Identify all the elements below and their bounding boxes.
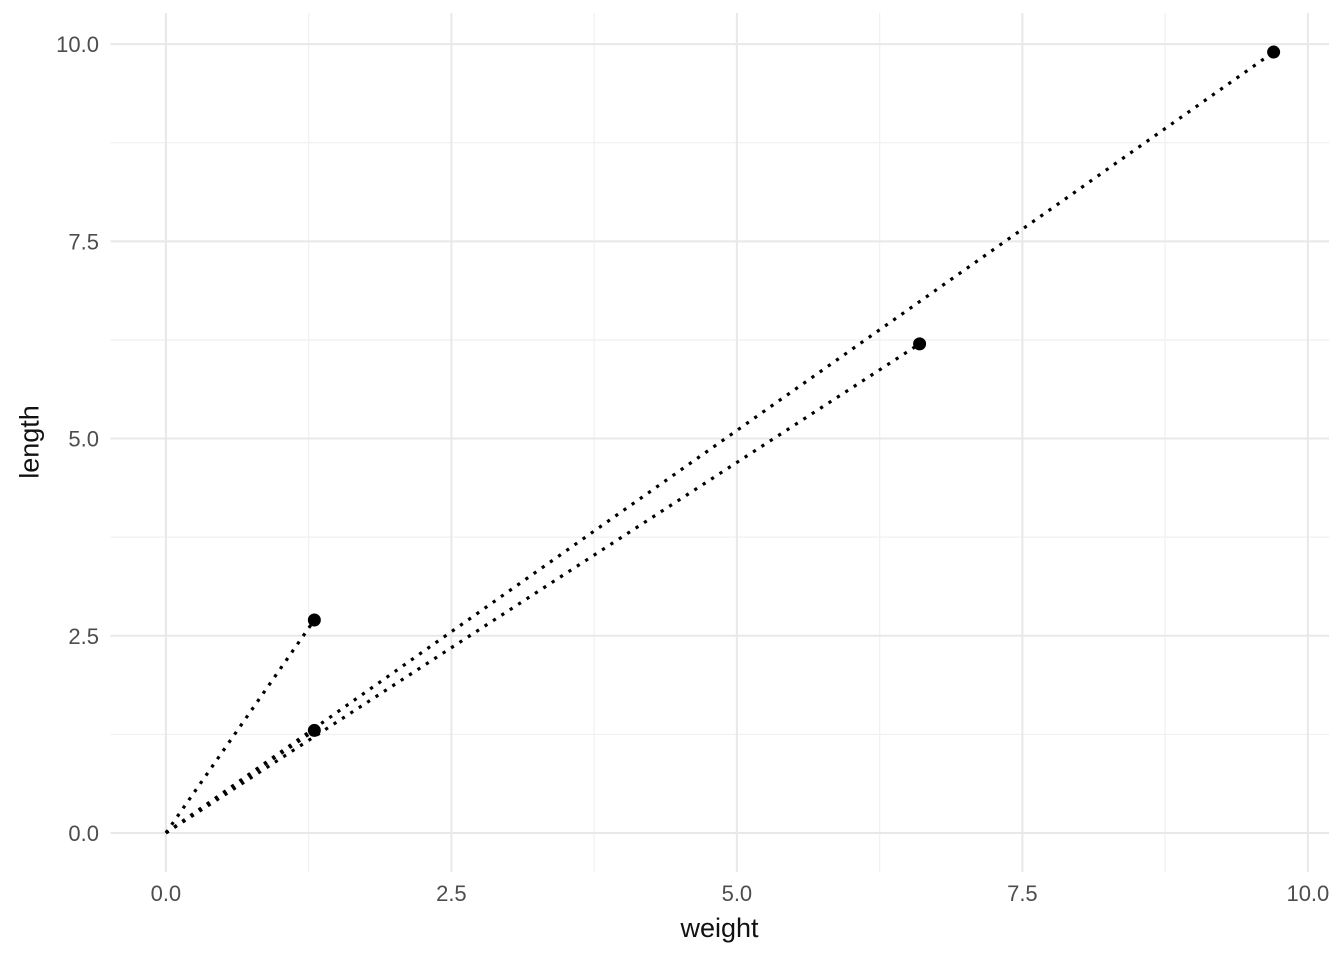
y-tick-label: 2.5 xyxy=(68,624,99,649)
data-point xyxy=(1267,45,1281,59)
data-point xyxy=(913,337,927,351)
x-axis-title: weight xyxy=(680,913,759,943)
origin-segment xyxy=(164,619,316,834)
data-point xyxy=(307,723,321,737)
origin-segment xyxy=(164,50,1275,835)
y-tick-label: 5.0 xyxy=(68,427,99,452)
y-tick-label: 10.0 xyxy=(56,32,99,57)
y-tick-label: 7.5 xyxy=(68,229,99,254)
origin-segment xyxy=(165,342,921,835)
data-point xyxy=(307,613,321,627)
y-axis-title: length xyxy=(14,405,45,479)
x-tick-label: 2.5 xyxy=(436,881,467,906)
y-tick-label: 0.0 xyxy=(68,821,99,846)
x-tick-label: 7.5 xyxy=(1007,881,1038,906)
x-tick-label: 0.0 xyxy=(151,881,182,906)
x-tick-label: 5.0 xyxy=(722,881,753,906)
x-tick-label: 10.0 xyxy=(1286,881,1329,906)
